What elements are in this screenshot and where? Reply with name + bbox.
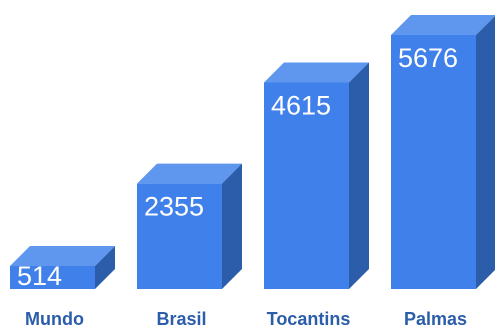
value-labels-group: 514 2355 4615 5676: [17, 43, 458, 291]
bar-side-brasil: [222, 163, 242, 289]
category-label-palmas: Palmas: [404, 309, 467, 329]
bar-front-mundo: [10, 265, 95, 289]
bar-mundo: [10, 245, 115, 289]
bar-side-tocantins: [349, 62, 369, 289]
bar-top-mundo: [10, 245, 115, 266]
category-label-tocantins: Tocantins: [267, 309, 351, 329]
bar-palmas: [391, 15, 495, 289]
value-label-palmas: 5676: [398, 43, 458, 73]
value-label-tocantins: 4615: [271, 90, 331, 120]
value-label-mundo: 514: [17, 261, 62, 291]
bar-top-brasil: [137, 163, 242, 184]
category-label-mundo: Mundo: [25, 309, 84, 329]
category-labels-group: Mundo Brasil Tocantins Palmas: [25, 309, 467, 329]
bar-brasil: [137, 163, 242, 289]
bar-front-tocantins: [264, 82, 349, 290]
bars-group: [10, 15, 495, 290]
bar-front-palmas: [391, 35, 476, 289]
bar-side-mundo: [95, 245, 115, 289]
bar-front-brasil: [137, 183, 222, 289]
value-label-brasil: 2355: [144, 192, 204, 222]
bar-side-palmas: [476, 16, 495, 289]
category-label-brasil: Brasil: [156, 309, 206, 329]
bar-tocantins: [264, 62, 369, 290]
bar-top-palmas: [391, 15, 495, 35]
bar-top-tocantins: [264, 62, 369, 83]
